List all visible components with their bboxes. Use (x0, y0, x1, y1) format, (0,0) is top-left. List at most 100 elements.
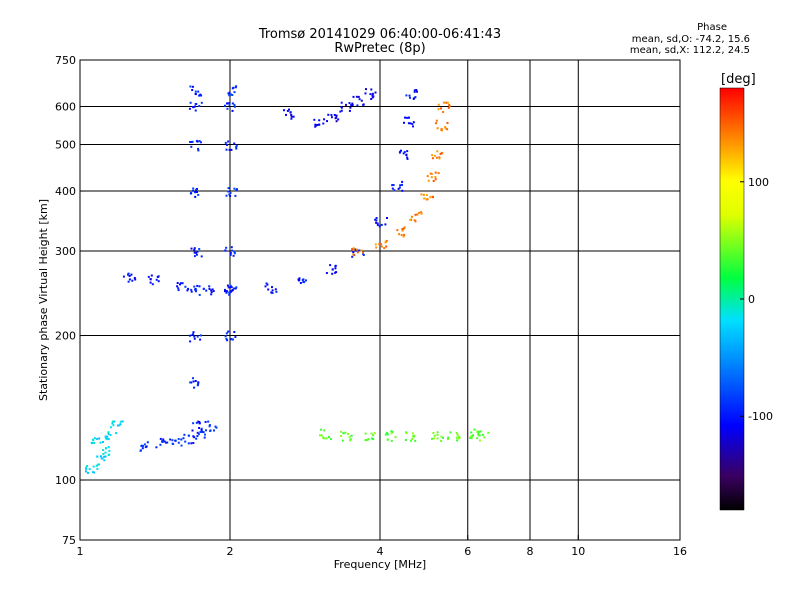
data-point (445, 101, 448, 104)
data-point (479, 439, 481, 442)
data-point (230, 148, 233, 151)
data-point (318, 123, 320, 126)
data-point (235, 144, 238, 147)
data-point (204, 421, 207, 423)
data-point (231, 94, 234, 96)
data-point (434, 178, 437, 181)
data-point (149, 281, 152, 284)
data-point (183, 433, 186, 436)
data-point (198, 421, 201, 423)
data-point (406, 116, 408, 119)
data-point (426, 175, 429, 178)
data-point (289, 111, 292, 114)
x-axis-label: Frequency [MHz] (334, 558, 426, 571)
data-point (162, 438, 165, 441)
data-point (225, 148, 228, 151)
y-axis-label: Stationary phase Virtual Height [km] (37, 199, 50, 401)
data-point (115, 432, 118, 435)
data-point (198, 422, 201, 425)
data-point (440, 128, 443, 131)
data-point (201, 430, 203, 433)
data-point (330, 114, 333, 116)
data-point (204, 433, 206, 436)
data-point (267, 288, 270, 291)
data-point (161, 441, 164, 443)
data-point (436, 127, 439, 130)
data-point (233, 142, 236, 145)
data-point (374, 243, 377, 246)
data-point (198, 105, 201, 107)
data-point (325, 272, 328, 274)
data-point (438, 157, 441, 160)
data-point (470, 437, 473, 440)
data-point (420, 193, 423, 196)
data-point (229, 286, 232, 289)
data-point (398, 186, 401, 189)
data-point (190, 442, 193, 445)
data-point (228, 291, 231, 294)
data-point (341, 439, 344, 442)
data-point (352, 247, 355, 250)
data-point (210, 291, 213, 294)
data-point (378, 225, 381, 228)
data-point (229, 284, 232, 287)
data-point (193, 251, 196, 254)
data-point (85, 468, 88, 471)
data-point (345, 103, 347, 106)
data-point (477, 433, 480, 436)
data-point (374, 91, 377, 94)
data-point (478, 434, 481, 437)
data-point (416, 90, 418, 93)
data-point (198, 140, 201, 143)
data-point (413, 219, 416, 222)
data-point (228, 91, 231, 94)
data-point (375, 217, 378, 219)
data-point (227, 102, 230, 105)
data-point (104, 435, 107, 438)
data-point (230, 286, 233, 289)
data-point (334, 117, 337, 120)
data-point (370, 98, 373, 100)
data-point (302, 278, 305, 281)
data-point (340, 101, 343, 104)
data-point (385, 240, 387, 243)
data-point (362, 103, 365, 106)
data-point (200, 428, 203, 431)
data-point (177, 438, 180, 440)
data-point (117, 424, 119, 427)
data-point (448, 105, 451, 108)
data-point (180, 438, 183, 441)
data-point (200, 427, 203, 430)
data-point (351, 102, 354, 105)
y-tick-label: 750 (55, 54, 76, 67)
data-point (360, 249, 363, 252)
data-point (147, 275, 150, 278)
data-point (356, 251, 359, 254)
data-point (128, 275, 131, 277)
data-point (391, 430, 394, 433)
data-point (211, 288, 214, 291)
data-point (375, 221, 378, 224)
data-point (191, 89, 194, 91)
data-point (283, 109, 285, 112)
data-point (298, 279, 301, 282)
y-tick-label: 300 (55, 245, 76, 258)
data-point (194, 191, 197, 194)
data-point (92, 465, 95, 468)
data-point (212, 290, 215, 293)
data-point (351, 248, 354, 251)
data-point (194, 105, 197, 108)
data-point (188, 107, 191, 110)
data-point (425, 198, 428, 201)
data-point (189, 192, 192, 195)
data-point (371, 92, 374, 95)
data-point (342, 432, 345, 435)
data-point (435, 156, 438, 159)
data-point (199, 338, 202, 341)
data-point (320, 428, 323, 431)
data-point (196, 335, 199, 338)
data-point (364, 439, 367, 442)
data-point (456, 439, 459, 442)
data-point (227, 187, 230, 190)
colorbar-tick-label: -100 (748, 410, 773, 423)
